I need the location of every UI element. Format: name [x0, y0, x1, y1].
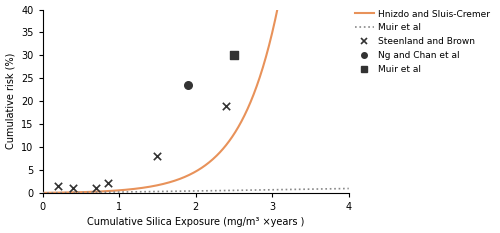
Point [154, 154, 162, 158]
Point [70, 186, 78, 190]
Point [104, 181, 112, 185]
Point [92, 186, 100, 190]
Point [54, 185, 62, 188]
X-axis label: Cumulative Silica Exposure (mg/m³ ×years ): Cumulative Silica Exposure (mg/m³ ×years… [87, 217, 304, 227]
Legend: Hnizdo and Sluis-Cremer, Muir et al, Steenland and Brown, Ng and Chan et al, Mui: Hnizdo and Sluis-Cremer, Muir et al, Ste… [352, 6, 494, 78]
Point [184, 83, 192, 87]
Y-axis label: Cumulative risk (%): Cumulative risk (%) [6, 53, 16, 149]
Point [222, 104, 230, 108]
Point [230, 54, 238, 57]
